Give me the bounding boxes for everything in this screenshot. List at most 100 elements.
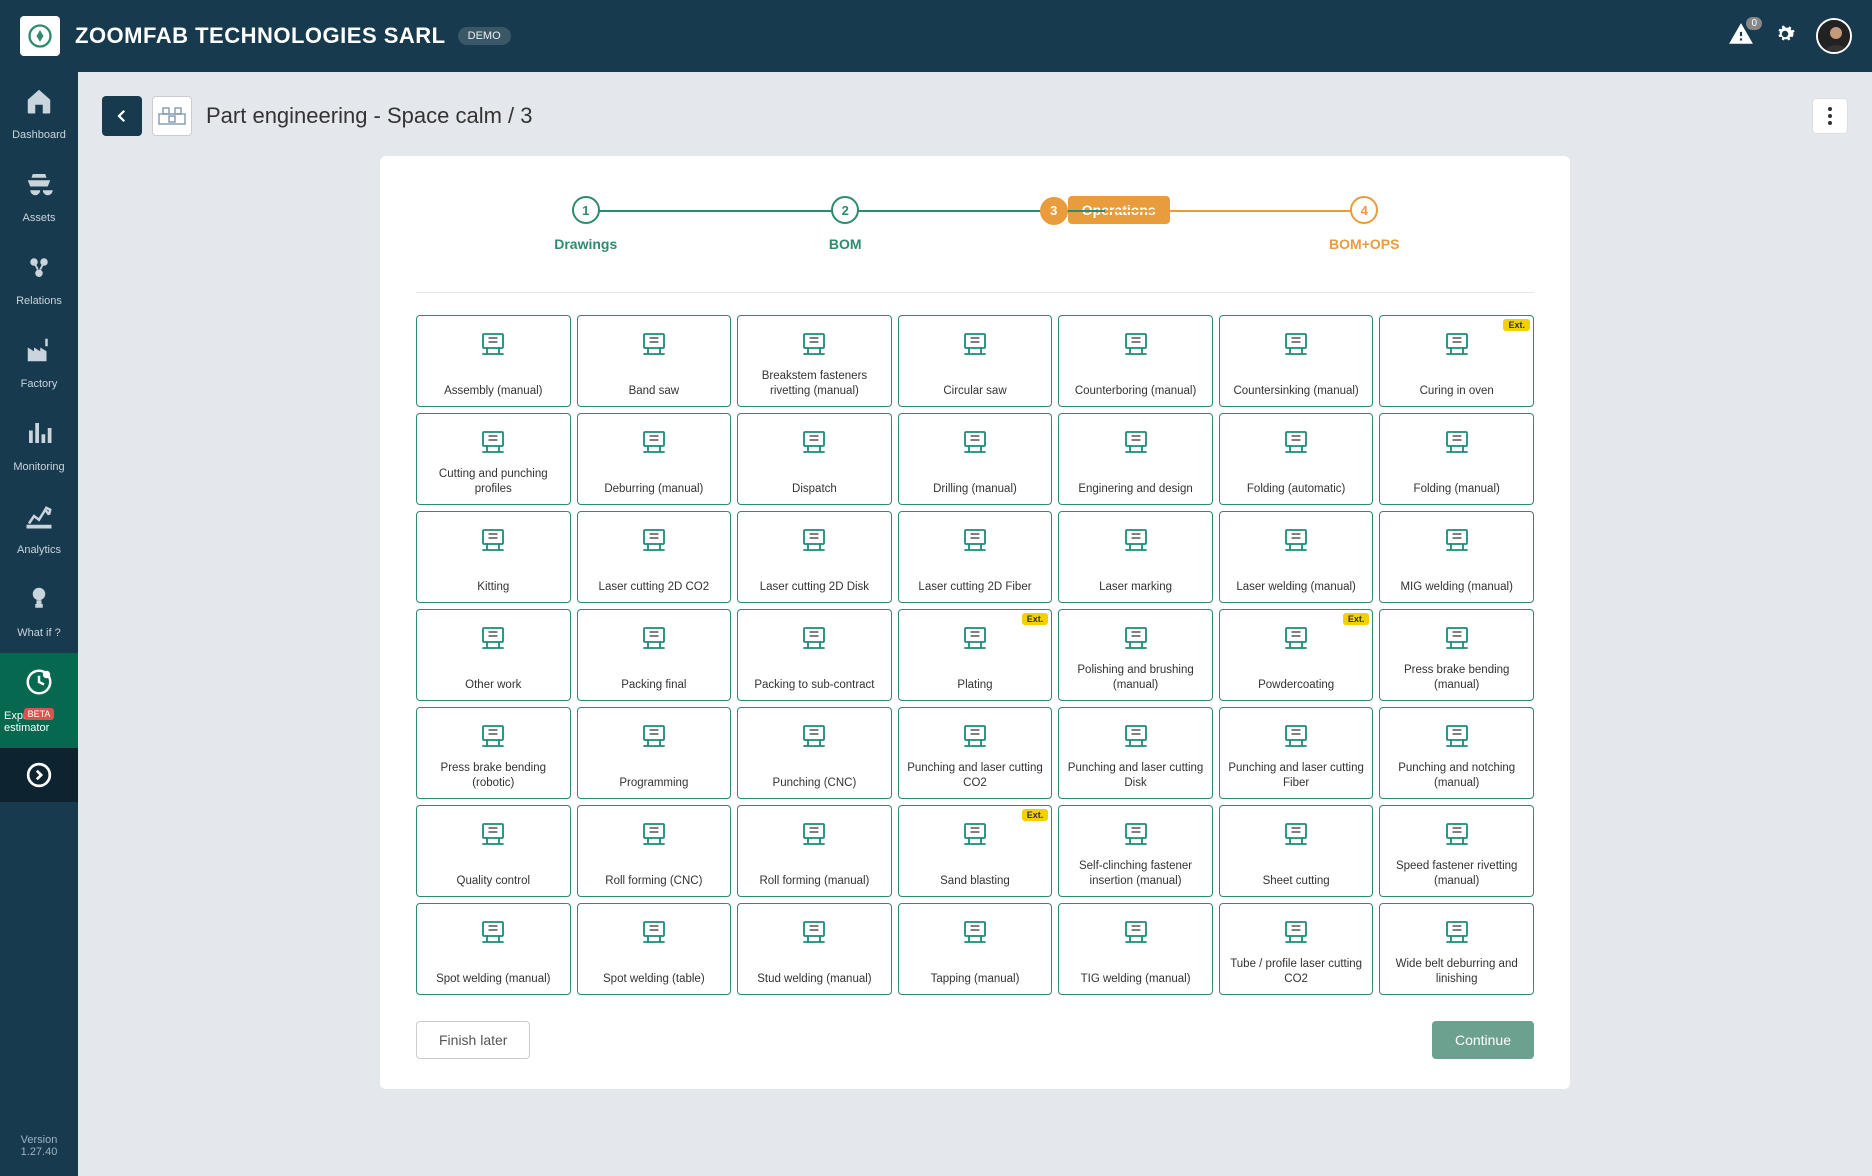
continue-button[interactable]: Continue xyxy=(1432,1021,1534,1059)
sidebar-item-label: Assets xyxy=(22,212,55,224)
step-bom[interactable]: 2BOM xyxy=(716,196,976,252)
operation-tile[interactable]: Speed fastener rivetting (manual) xyxy=(1379,805,1534,897)
sidebar-item-analytics[interactable]: Analytics xyxy=(0,487,78,570)
operation-tile[interactable]: Laser cutting 2D CO2 xyxy=(577,511,732,603)
operation-tile[interactable]: Assembly (manual) xyxy=(416,315,571,407)
sidebar-item-factory[interactable]: Factory xyxy=(0,321,78,404)
app-logo[interactable] xyxy=(20,16,60,56)
operation-label: Cutting and punching profiles xyxy=(423,467,564,496)
operation-tile[interactable]: Quality control xyxy=(416,805,571,897)
operation-label: Sheet cutting xyxy=(1263,874,1330,888)
step-drawings[interactable]: 1Drawings xyxy=(456,196,716,252)
operation-label: Folding (manual) xyxy=(1414,482,1500,496)
operation-tile[interactable]: Programming xyxy=(577,707,732,799)
operation-icon xyxy=(794,424,834,460)
operation-tile[interactable]: Other work xyxy=(416,609,571,701)
operation-tile[interactable]: Tube / profile laser cutting CO2 xyxy=(1219,903,1374,995)
notifications-icon[interactable]: 0 xyxy=(1728,21,1754,52)
operation-tile[interactable]: Press brake bending (robotic) xyxy=(416,707,571,799)
sidebar-collapse-toggle[interactable] xyxy=(0,748,78,802)
step-operations[interactable]: 3Operations xyxy=(975,196,1235,237)
operation-icon xyxy=(473,816,513,852)
operation-tile[interactable]: Ext.Plating xyxy=(898,609,1053,701)
step-label: BOM+OPS xyxy=(1235,236,1495,252)
ext-badge: Ext. xyxy=(1022,613,1049,625)
operation-label: Band saw xyxy=(629,384,680,398)
operation-tile[interactable]: Roll forming (manual) xyxy=(737,805,892,897)
operation-tile[interactable]: Cutting and punching profiles xyxy=(416,413,571,505)
operation-label: Self-clinching fastener insertion (manua… xyxy=(1065,859,1206,888)
sidebar-item-monitoring[interactable]: Monitoring xyxy=(0,404,78,487)
operation-tile[interactable]: Laser cutting 2D Disk xyxy=(737,511,892,603)
sidebar-item-express-estimator[interactable]: BETAExpress estimator xyxy=(0,653,78,748)
operation-tile[interactable]: Punching and laser cutting Disk xyxy=(1058,707,1213,799)
operation-tile[interactable]: TIG welding (manual) xyxy=(1058,903,1213,995)
factory-icon xyxy=(24,335,54,372)
operation-tile[interactable]: Laser cutting 2D Fiber xyxy=(898,511,1053,603)
operation-tile[interactable]: MIG welding (manual) xyxy=(1379,511,1534,603)
operation-tile[interactable]: Folding (automatic) xyxy=(1219,413,1374,505)
operation-tile[interactable]: Ext.Powdercoating xyxy=(1219,609,1374,701)
user-avatar[interactable] xyxy=(1816,18,1852,54)
operation-tile[interactable]: Sheet cutting xyxy=(1219,805,1374,897)
sidebar-item-what-if-[interactable]: What if ? xyxy=(0,570,78,653)
operation-tile[interactable]: Breakstem fasteners rivetting (manual) xyxy=(737,315,892,407)
operation-tile[interactable]: Stud welding (manual) xyxy=(737,903,892,995)
operation-tile[interactable]: Packing final xyxy=(577,609,732,701)
operation-label: Packing to sub-contract xyxy=(754,678,874,692)
operation-tile[interactable]: Punching (CNC) xyxy=(737,707,892,799)
operation-icon xyxy=(955,816,995,852)
operation-tile[interactable]: Punching and laser cutting CO2 xyxy=(898,707,1053,799)
operation-tile[interactable]: Ext.Sand blasting xyxy=(898,805,1053,897)
operation-tile[interactable]: Enginering and design xyxy=(1058,413,1213,505)
operation-tile[interactable]: Drilling (manual) xyxy=(898,413,1053,505)
operation-tile[interactable]: Polishing and brushing (manual) xyxy=(1058,609,1213,701)
sidebar-item-relations[interactable]: Relations xyxy=(0,238,78,321)
operation-tile[interactable]: Kitting xyxy=(416,511,571,603)
operation-icon xyxy=(473,326,513,362)
operation-tile[interactable]: Band saw xyxy=(577,315,732,407)
operation-icon xyxy=(1437,914,1477,950)
operation-tile[interactable]: Roll forming (CNC) xyxy=(577,805,732,897)
operation-label: Punching and laser cutting Fiber xyxy=(1226,761,1367,790)
settings-icon[interactable] xyxy=(1772,21,1798,52)
operation-tile[interactable]: Wide belt deburring and linishing xyxy=(1379,903,1534,995)
operation-tile[interactable]: Punching and notching (manual) xyxy=(1379,707,1534,799)
home-icon xyxy=(24,86,54,123)
sidebar-item-assets[interactable]: Assets xyxy=(0,155,78,238)
finish-later-button[interactable]: Finish later xyxy=(416,1021,530,1059)
operation-tile[interactable]: Counterboring (manual) xyxy=(1058,315,1213,407)
sidebar-item-dashboard[interactable]: Dashboard xyxy=(0,72,78,155)
operation-label: Programming xyxy=(619,776,688,790)
more-menu-button[interactable] xyxy=(1812,98,1848,134)
operation-tile[interactable]: Tapping (manual) xyxy=(898,903,1053,995)
operation-tile[interactable]: Countersinking (manual) xyxy=(1219,315,1374,407)
operation-tile[interactable]: Punching and laser cutting Fiber xyxy=(1219,707,1374,799)
step-label: Drawings xyxy=(456,236,716,252)
operation-tile[interactable]: Circular saw xyxy=(898,315,1053,407)
operation-tile[interactable]: Spot welding (manual) xyxy=(416,903,571,995)
operation-icon xyxy=(1437,424,1477,460)
operation-label: Quality control xyxy=(457,874,531,888)
operation-tile[interactable]: Press brake bending (manual) xyxy=(1379,609,1534,701)
step-label: BOM xyxy=(716,236,976,252)
operation-tile[interactable]: Dispatch xyxy=(737,413,892,505)
operation-tile[interactable]: Laser welding (manual) xyxy=(1219,511,1374,603)
back-button[interactable] xyxy=(102,96,142,136)
operation-label: Laser cutting 2D CO2 xyxy=(599,580,710,594)
operation-tile[interactable]: Spot welding (table) xyxy=(577,903,732,995)
operation-tile[interactable]: Laser marking xyxy=(1058,511,1213,603)
operation-tile[interactable]: Folding (manual) xyxy=(1379,413,1534,505)
operation-icon xyxy=(955,718,995,754)
operation-icon xyxy=(1276,620,1316,656)
operation-tile[interactable]: Ext.Curing in oven xyxy=(1379,315,1534,407)
step-bom-ops[interactable]: 4BOM+OPS xyxy=(1235,196,1495,252)
operation-icon xyxy=(955,914,995,950)
operation-tile[interactable]: Packing to sub-contract xyxy=(737,609,892,701)
sidebar-item-label: Relations xyxy=(16,295,62,307)
operation-icon xyxy=(794,326,834,362)
operation-icon xyxy=(1437,522,1477,558)
operation-tile[interactable]: Self-clinching fastener insertion (manua… xyxy=(1058,805,1213,897)
operation-tile[interactable]: Deburring (manual) xyxy=(577,413,732,505)
operation-label: Kitting xyxy=(477,580,509,594)
